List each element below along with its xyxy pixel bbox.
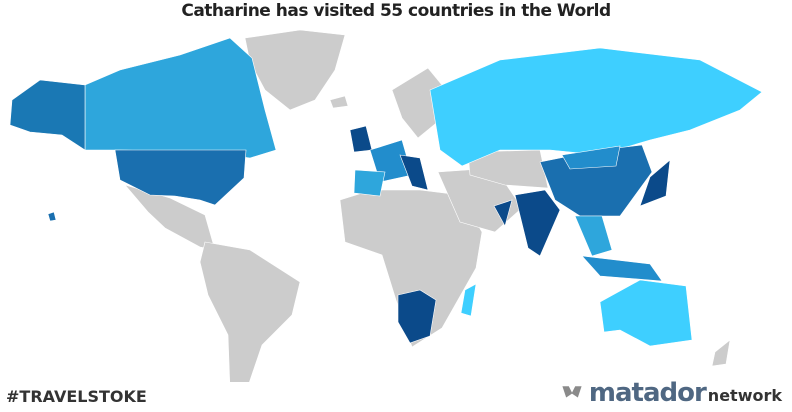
country-hawaii	[47, 211, 57, 222]
country-spain	[353, 169, 386, 197]
country-uk	[349, 125, 373, 153]
brand-suffix: network	[707, 386, 782, 405]
brand-main: matador	[588, 378, 707, 408]
new-zealand	[711, 339, 731, 367]
matador-network-logo[interactable]: matador network	[561, 378, 782, 408]
country-india	[514, 189, 561, 257]
country-japan	[639, 159, 671, 207]
central-asia	[467, 149, 549, 189]
country-madagascar	[460, 283, 477, 317]
map-title: Catharine has visited 55 countries in th…	[181, 1, 611, 21]
country-alaska-usa	[9, 79, 86, 151]
africa	[339, 189, 483, 348]
hashtag-label: #TRAVELSTOKE	[6, 387, 147, 406]
country-mongolia	[561, 145, 621, 170]
country-italy	[399, 154, 429, 191]
south-america	[199, 241, 301, 382]
matador-logo-icon	[561, 385, 583, 399]
country-usa	[114, 149, 247, 206]
country-southern-africa	[397, 289, 437, 344]
iceland	[329, 95, 349, 109]
country-canada	[84, 37, 277, 159]
country-indonesia	[581, 255, 663, 282]
country-australia	[599, 279, 693, 347]
country-oman	[493, 199, 513, 227]
world-map	[9, 29, 763, 382]
visited-countries	[9, 37, 763, 347]
country-russia	[429, 47, 763, 167]
country-southeast-asia	[574, 215, 613, 257]
